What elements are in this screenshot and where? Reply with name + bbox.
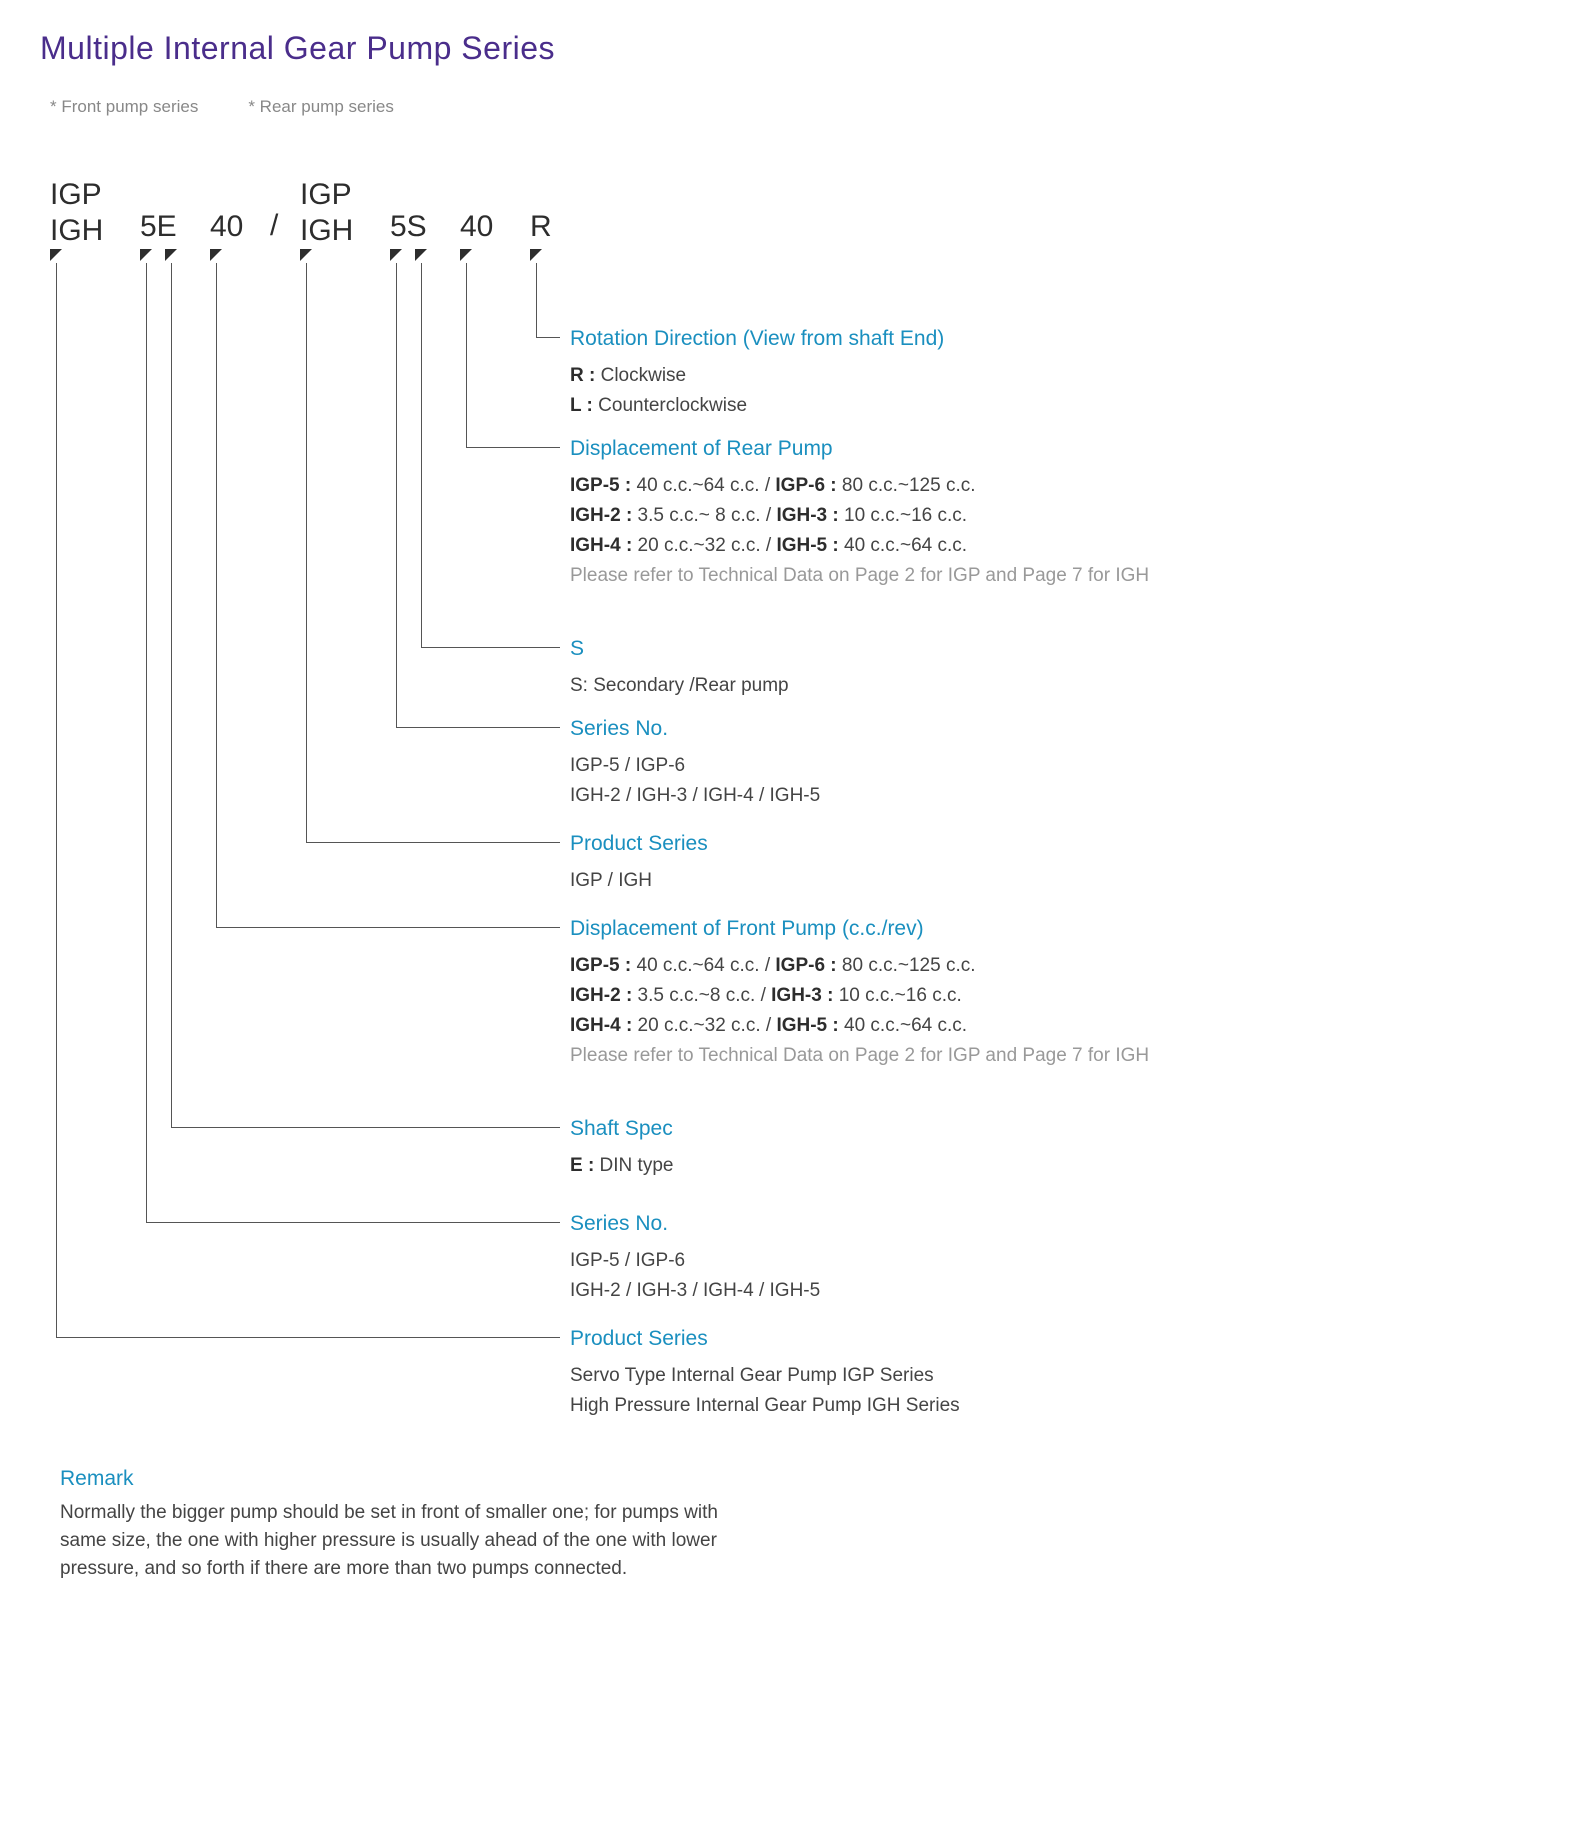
tick-c: [165, 249, 179, 263]
token-40-front: 40: [210, 209, 243, 245]
connector-h-dispRear: [466, 447, 560, 448]
section-rotation: Rotation Direction (View from shaft End)…: [570, 327, 1570, 421]
token-5e: 5E: [140, 209, 177, 245]
disp-rear-note: Please refer to Technical Data on Page 2…: [570, 561, 1570, 591]
section-title: Series No.: [570, 1212, 1570, 1236]
disp-rear-line2: IGH-2 : 3.5 c.c.~ 8 c.c. / IGH-3 : 10 c.…: [570, 501, 1570, 531]
rotation-line1: R : Clockwise: [570, 361, 1570, 391]
legend-row: * Front pump series * Rear pump series: [50, 97, 1542, 117]
legend-rear: * Rear pump series: [248, 97, 394, 117]
s-line1: S: Secondary /Rear pump: [570, 671, 1570, 701]
tick-g: [415, 249, 429, 263]
token-product-rear: IGPIGH: [300, 177, 353, 249]
section-shaft: Shaft Spec E : DIN type: [570, 1117, 1570, 1181]
rotation-line2: L : Counterclockwise: [570, 391, 1570, 421]
section-title: Shaft Spec: [570, 1117, 1570, 1141]
section-dispFront: Displacement of Front Pump (c.c./rev) IGP…: [570, 917, 1570, 1071]
tick-d: [210, 249, 224, 263]
tick-f: [390, 249, 404, 263]
disp-front-line3: IGH-4 : 20 c.c.~32 c.c. / IGH-5 : 40 c.c…: [570, 1011, 1570, 1041]
section-prodFront: Product Series Servo Type Internal Gear P…: [570, 1327, 1570, 1421]
connector-v-seriesFront: [146, 263, 147, 1222]
section-title: S: [570, 637, 1570, 661]
connector-v-prodRear: [306, 263, 307, 842]
token-5s: 5S: [390, 209, 427, 245]
series-rear-line2: IGH-2 / IGH-3 / IGH-4 / IGH-5: [570, 781, 1570, 811]
series-rear-line1: IGP-5 / IGP-6: [570, 751, 1570, 781]
shaft-line1: E : DIN type: [570, 1151, 1570, 1181]
section-title: Displacement of Rear Pump: [570, 437, 1570, 461]
connector-v-dispRear: [466, 263, 467, 447]
connector-v-prodFront: [56, 263, 57, 1337]
token-product-front: IGPIGH: [50, 177, 103, 249]
connector-v-seriesRear: [396, 263, 397, 727]
section-title: Rotation Direction (View from shaft End): [570, 327, 1570, 351]
section-seriesFront: Series No. IGP-5 / IGP-6IGH-2 / IGH-3 / I…: [570, 1212, 1570, 1306]
section-dispRear: Displacement of Rear Pump IGP-5 : 40 c.c.…: [570, 437, 1570, 591]
disp-front-note: Please refer to Technical Data on Page 2…: [570, 1041, 1570, 1071]
token-slash: /: [270, 209, 278, 243]
connector-v-rotation: [536, 263, 537, 337]
disp-rear-line3: IGH-4 : 20 c.c.~32 c.c. / IGH-5 : 40 c.c…: [570, 531, 1570, 561]
remark-block: Remark Normally the bigger pump should b…: [60, 1467, 760, 1583]
connector-h-rotation: [536, 337, 560, 338]
section-title: Product Series: [570, 1327, 1570, 1351]
prod-front-line1: Servo Type Internal Gear Pump IGP Series: [570, 1361, 1570, 1391]
disp-rear-line1: IGP-5 : 40 c.c.~64 c.c. / IGP-6 : 80 c.c…: [570, 471, 1570, 501]
legend-front: * Front pump series: [50, 97, 198, 117]
token-40-rear: 40: [460, 209, 493, 245]
connector-h-shaft: [171, 1127, 560, 1128]
section-title: Product Series: [570, 832, 1570, 856]
remark-text: Normally the bigger pump should be set i…: [60, 1499, 760, 1583]
prod-front-line2: High Pressure Internal Gear Pump IGH Ser…: [570, 1391, 1570, 1421]
tick-i: [530, 249, 544, 263]
token-r: R: [530, 209, 552, 245]
connector-v-shaft: [171, 263, 172, 1127]
tick-a: [50, 249, 64, 263]
tick-b: [140, 249, 154, 263]
section-prodRear: Product Series IGP / IGH: [570, 832, 1570, 896]
connector-h-s: [421, 647, 560, 648]
connector-v-dispFront: [216, 263, 217, 927]
disp-front-line1: IGP-5 : 40 c.c.~64 c.c. / IGP-6 : 80 c.c…: [570, 951, 1570, 981]
tick-h: [460, 249, 474, 263]
series-front-line1: IGP-5 / IGP-6: [570, 1246, 1570, 1276]
diagram-area: IGPIGH5E40/IGPIGH5S40RRotation Direction…: [50, 157, 1542, 1437]
connector-v-s: [421, 263, 422, 647]
connector-h-dispFront: [216, 927, 560, 928]
section-s: S S: Secondary /Rear pump: [570, 637, 1570, 701]
page-title: Multiple Internal Gear Pump Series: [40, 30, 1542, 67]
series-front-line2: IGH-2 / IGH-3 / IGH-4 / IGH-5: [570, 1276, 1570, 1306]
connector-h-seriesFront: [146, 1222, 560, 1223]
section-seriesRear: Series No. IGP-5 / IGP-6IGH-2 / IGH-3 / I…: [570, 717, 1570, 811]
remark-title: Remark: [60, 1467, 760, 1491]
connector-h-prodRear: [306, 842, 560, 843]
tick-e: [300, 249, 314, 263]
connector-h-prodFront: [56, 1337, 560, 1338]
connector-h-seriesRear: [396, 727, 560, 728]
section-title: Displacement of Front Pump (c.c./rev): [570, 917, 1570, 941]
section-title: Series No.: [570, 717, 1570, 741]
prod-rear-line1: IGP / IGH: [570, 866, 1570, 896]
disp-front-line2: IGH-2 : 3.5 c.c.~8 c.c. / IGH-3 : 10 c.c…: [570, 981, 1570, 1011]
